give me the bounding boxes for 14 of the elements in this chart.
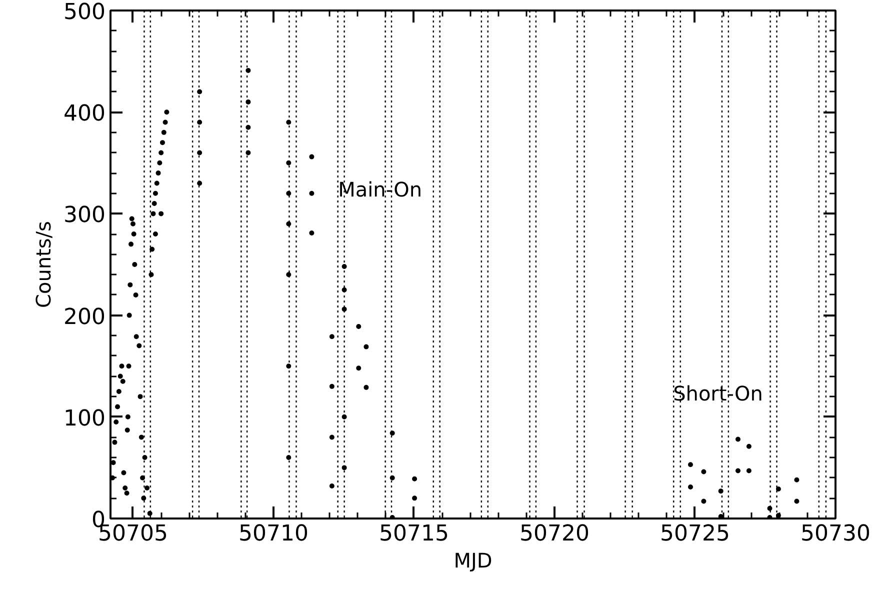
y-tick-label: 200 [64, 304, 106, 330]
y-tick-label: 100 [64, 406, 106, 432]
x-tick-label: 50730 [800, 522, 871, 546]
y-tick-label: 300 [64, 203, 106, 228]
x-tick-label: 50725 [660, 522, 730, 546]
annotation: Short-On [673, 382, 763, 406]
x-tick-label: 50720 [520, 522, 590, 546]
annotation: Main-On [338, 177, 422, 202]
y-tick-label: 400 [64, 102, 106, 127]
x-axis-title: MJD [454, 548, 492, 572]
y-tick-label: 500 [64, 0, 106, 25]
y-axis-title: Counts/s [32, 221, 56, 308]
x-tick-label: 50715 [378, 522, 449, 546]
x-tick-label: 50710 [238, 522, 308, 546]
